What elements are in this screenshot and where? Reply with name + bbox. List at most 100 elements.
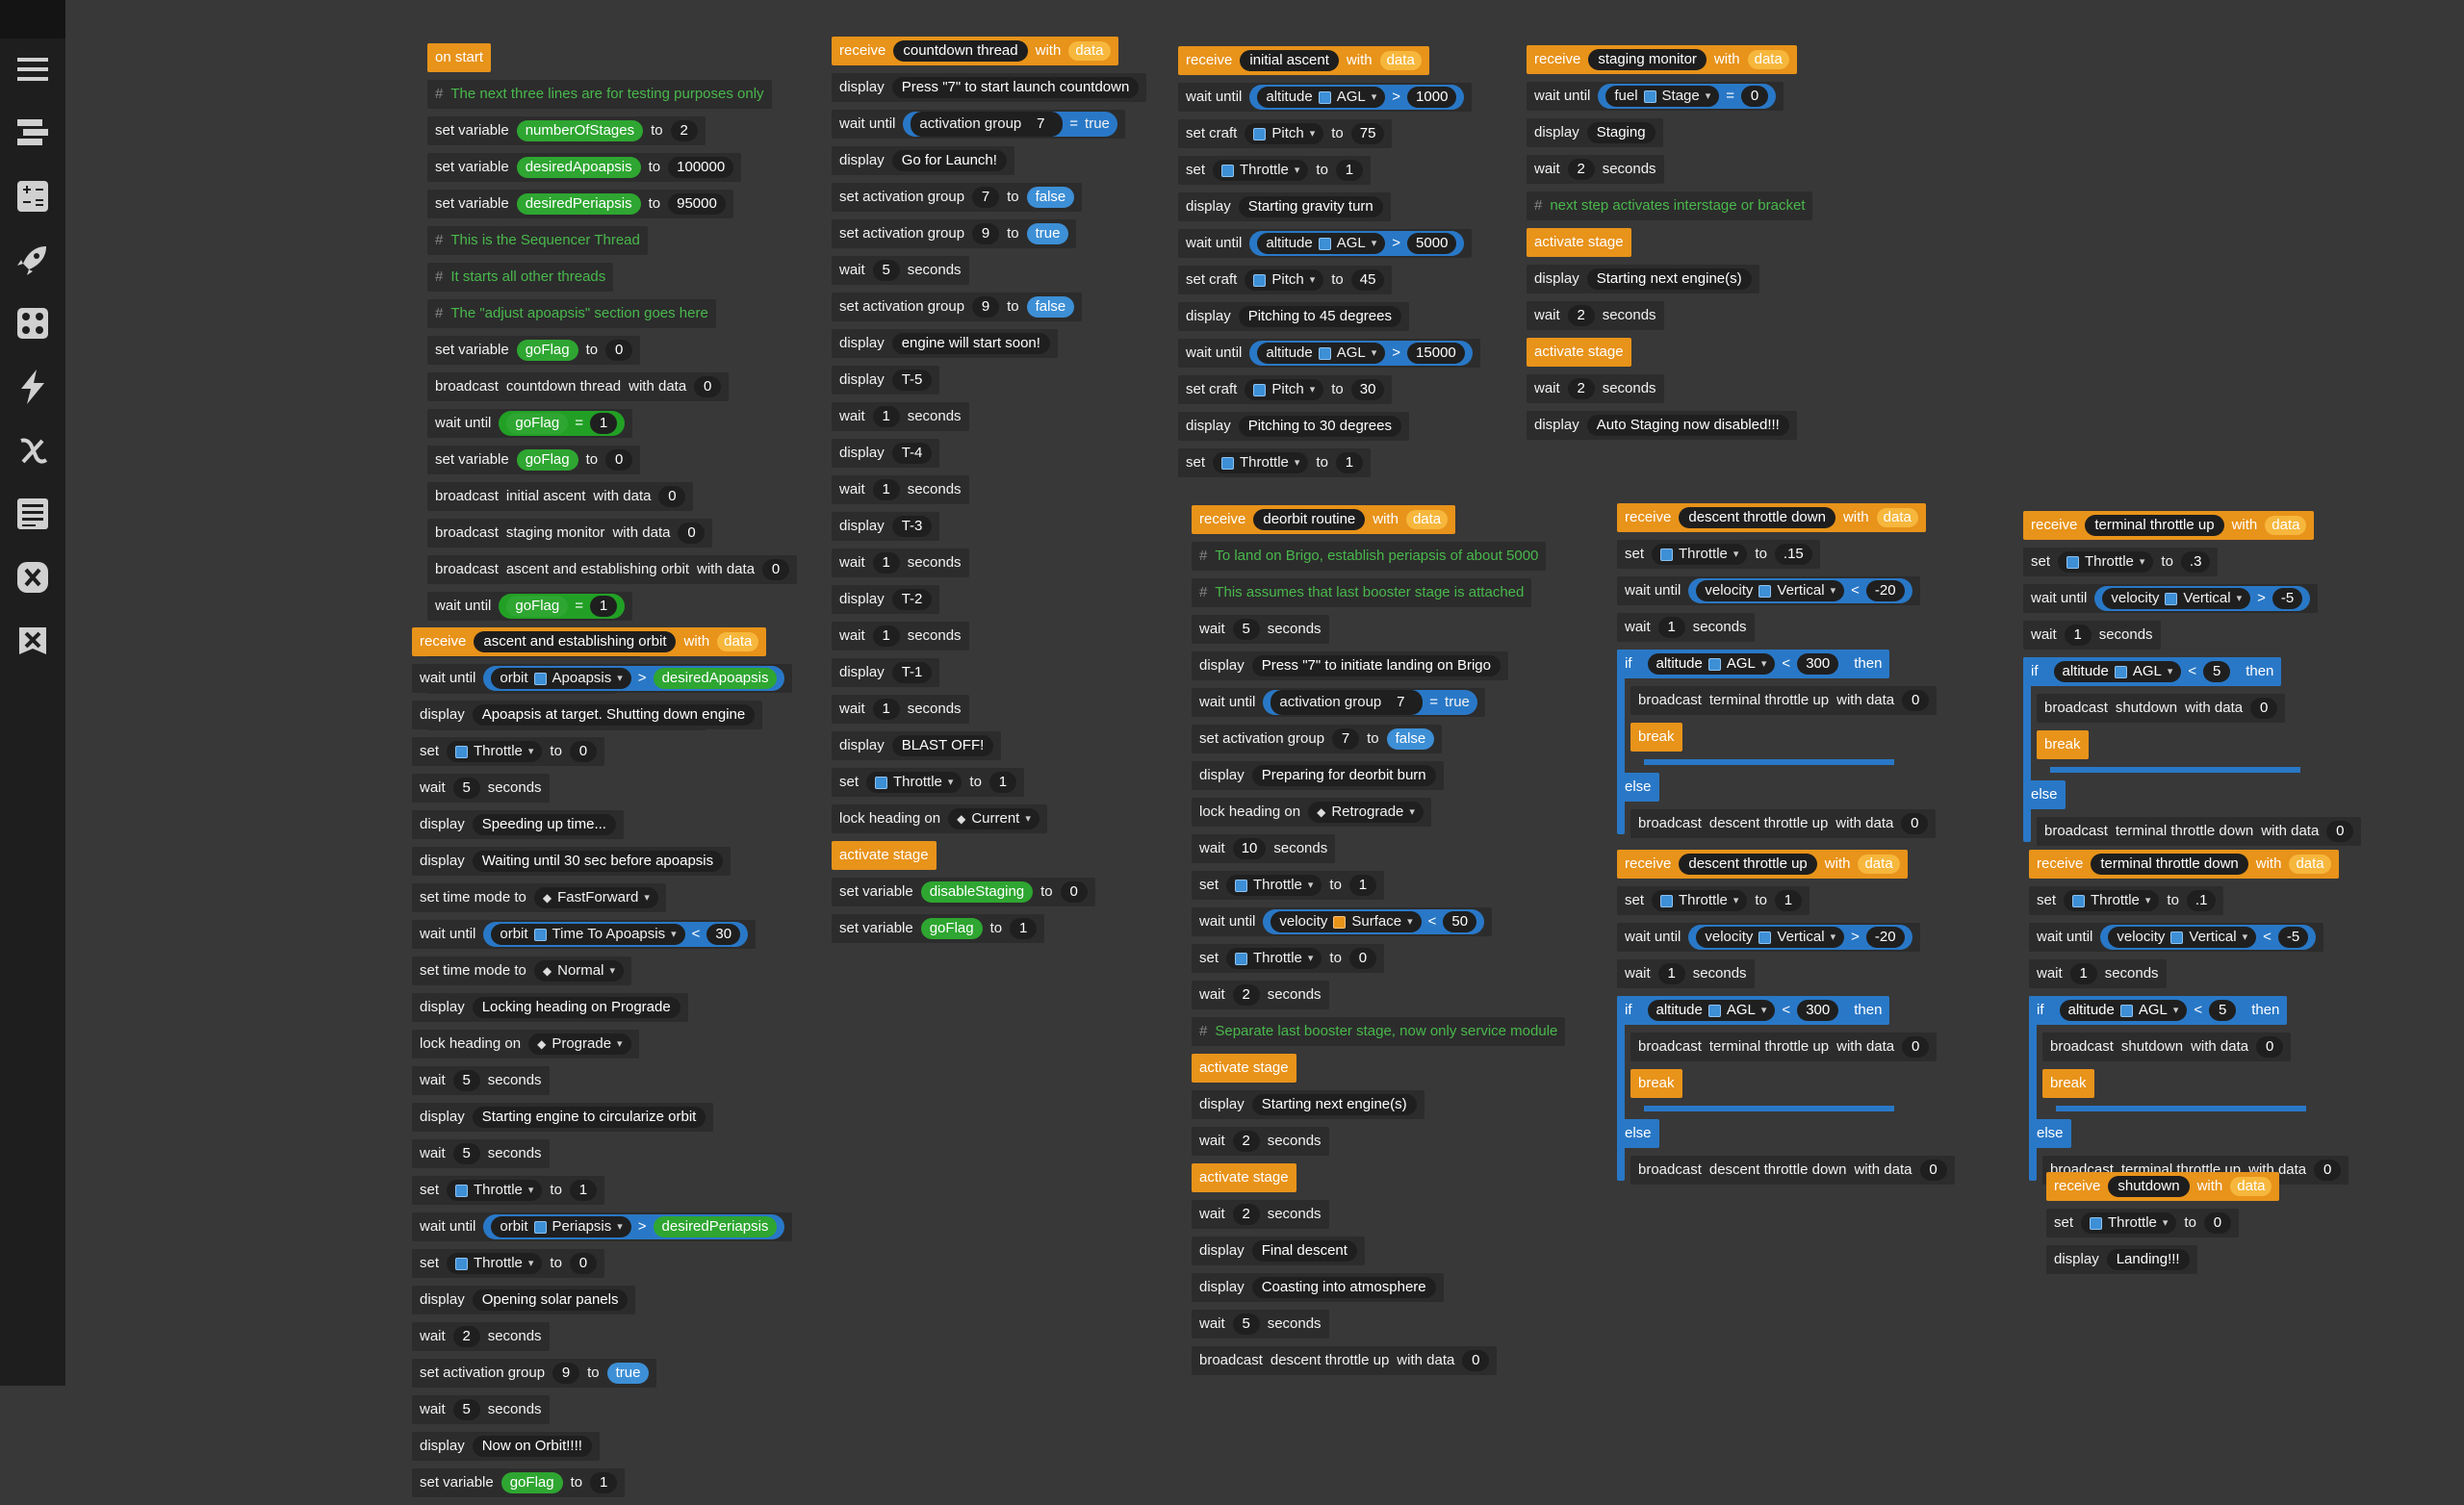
broadcast-block[interactable]: broadcast staging monitor with data 0: [427, 519, 713, 548]
value-input[interactable]: 0: [605, 340, 633, 361]
display-text-input[interactable]: Now on Orbit!!!!: [472, 1436, 592, 1457]
condition-expression[interactable]: altitude AGL ▾ <5: [2045, 659, 2239, 684]
display-text-input[interactable]: Coasting into atmosphere: [1251, 1277, 1436, 1298]
condition-expression[interactable]: orbit Apoapsis ▾ > desiredApoapsis: [483, 666, 785, 691]
broadcast-block[interactable]: broadcast terminal throttle up with data 0: [1630, 686, 1938, 715]
broadcast-block[interactable]: broadcast ascent and establishing orbit wi…: [427, 555, 798, 584]
display-text-input[interactable]: Opening solar panels: [472, 1289, 629, 1311]
value-input[interactable]: 0: [2314, 1160, 2342, 1181]
wait-block[interactable]: wait 2 seconds: [412, 1322, 550, 1351]
altitude-sensor[interactable]: altitude AGL ▾: [1647, 1000, 1776, 1021]
display-block[interactable]: display Starting next engine(s): [1192, 1090, 1424, 1119]
wait-until-block[interactable]: wait until goFlag = 1: [427, 592, 632, 621]
display-block[interactable]: display Starting gravity turn: [1178, 192, 1391, 221]
set-variable-block[interactable]: set variable desiredPeriapsis to 95000: [427, 190, 733, 218]
activate-stage-block[interactable]: activate stage: [1192, 1054, 1296, 1083]
value-input[interactable]: 9: [972, 223, 1000, 244]
set-throttle-block[interactable]: set Throttle ▾ to .1: [2029, 886, 2224, 915]
set-throttle-block[interactable]: set Throttle ▾ to 0: [412, 737, 604, 766]
sensor-dropdown[interactable]: Throttle ▾: [447, 1180, 543, 1201]
wait-block[interactable]: wait 5 seconds: [412, 1139, 550, 1168]
on-start-hat-block[interactable]: on start: [427, 43, 492, 72]
wait-block[interactable]: wait 5 seconds: [412, 1066, 550, 1095]
display-block[interactable]: display Final descent: [1192, 1237, 1365, 1265]
message-name[interactable]: staging monitor: [505, 524, 605, 541]
value-input[interactable]: 0: [1902, 690, 1930, 711]
value-input[interactable]: 2: [670, 120, 698, 141]
event-name-pill[interactable]: shutdown: [2108, 1176, 2190, 1197]
sensor-dropdown[interactable]: Throttle ▾: [1226, 948, 1322, 969]
display-text-input[interactable]: BLAST OFF!: [891, 735, 994, 756]
sensor-dropdown[interactable]: Throttle ▾: [1213, 452, 1309, 473]
orbit-sensor[interactable]: orbit Periapsis ▾: [491, 1216, 631, 1237]
event-hat-block[interactable]: receive descent throttle up with data: [1617, 850, 1908, 879]
value-input[interactable]: 5: [2209, 1000, 2237, 1021]
value-input[interactable]: 30: [1350, 379, 1385, 400]
display-block[interactable]: display Preparing for deorbit burn: [1192, 761, 1444, 790]
value-input[interactable]: 75: [1350, 123, 1385, 144]
if-header[interactable]: if altitude AGL ▾ <300 then: [1617, 996, 1890, 1025]
wait-until-block[interactable]: wait until velocity Vertical ▾ > -5: [2023, 584, 2319, 613]
wait-block[interactable]: wait 5 seconds: [412, 1395, 550, 1424]
break-block[interactable]: break: [1630, 1069, 1682, 1098]
sensor-dropdown[interactable]: Throttle ▾: [1652, 544, 1748, 565]
sensor-dropdown[interactable]: Throttle ▾: [866, 772, 962, 793]
terminal-throttle-up-thread[interactable]: receive terminal throttle up with data set Th…: [2023, 511, 2362, 854]
wait-block[interactable]: wait 1 seconds: [832, 695, 969, 724]
wait-until-block[interactable]: wait until altitude AGL ▾ >5000: [1178, 229, 1473, 258]
value-input[interactable]: 2: [1567, 305, 1595, 326]
broadcast-block[interactable]: broadcast descent throttle up with data 0: [1630, 809, 1937, 838]
activate-stage-block[interactable]: activate stage: [1527, 228, 1631, 257]
message-name[interactable]: terminal throttle down: [2115, 823, 2254, 839]
value-input[interactable]: 0: [2250, 698, 2278, 719]
broadcast-block[interactable]: broadcast terminal throttle down with data…: [2037, 817, 2362, 846]
sensor-dropdown[interactable]: Pitch ▾: [1245, 123, 1324, 144]
wait-block[interactable]: wait 1 seconds: [2023, 621, 2161, 650]
event-name-pill[interactable]: descent throttle down: [1679, 507, 1835, 528]
wait-until-block[interactable]: wait until orbit Time To Apoapsis ▾ <30: [412, 920, 757, 949]
sensor-dropdown[interactable]: Throttle ▾: [447, 741, 543, 762]
heading-dropdown[interactable]: ◆ Retrograde ▾: [1308, 802, 1424, 823]
display-text-input[interactable]: Starting next engine(s): [1251, 1094, 1417, 1115]
value-input[interactable]: 50: [1443, 911, 1477, 932]
staging-monitor-thread[interactable]: receive staging monitor with data wait until…: [1527, 45, 1813, 447]
set-activation-group-block[interactable]: set activation group 9 to false: [832, 293, 1083, 321]
value-input[interactable]: 5: [452, 1399, 480, 1420]
value-input[interactable]: 0: [694, 376, 722, 397]
time-mode-dropdown[interactable]: ◆ Normal ▾: [533, 960, 624, 982]
value-input[interactable]: 1: [590, 1472, 618, 1493]
condition-expression[interactable]: altitude AGL ▾ >1000: [1249, 85, 1465, 110]
value-input[interactable]: 7: [1387, 692, 1415, 713]
comment-block[interactable]: # The next three lines are for testing pu…: [427, 80, 772, 109]
display-block[interactable]: display T-2: [832, 585, 940, 614]
event-hat-block[interactable]: receive countdown thread with data: [832, 37, 1118, 65]
data-pill[interactable]: data: [1405, 510, 1449, 529]
display-block[interactable]: display T-5: [832, 366, 940, 395]
calculator-icon[interactable]: [10, 173, 56, 219]
display-text-input[interactable]: Starting next engine(s): [1586, 268, 1752, 290]
events-icon[interactable]: [10, 364, 56, 410]
condition-expression[interactable]: altitude AGL ▾ >5000: [1249, 231, 1465, 256]
data-pill[interactable]: data: [1747, 50, 1789, 69]
variable-pill[interactable]: goFlag: [516, 449, 578, 471]
display-text-input[interactable]: Final descent: [1251, 1240, 1357, 1262]
lock-heading-block[interactable]: lock heading on ◆ Current ▾: [832, 804, 1047, 833]
message-name[interactable]: terminal throttle up: [1708, 692, 1830, 708]
set-throttle-block[interactable]: set Throttle ▾ to 0: [412, 1249, 604, 1278]
fuel-sensor[interactable]: fuel Stage ▾: [1605, 86, 1720, 107]
wait-block[interactable]: wait 5 seconds: [832, 256, 969, 285]
comment-block[interactable]: # next step activates interstage or brack…: [1527, 191, 1813, 220]
condition-expression[interactable]: fuel Stage ▾ = 0: [1598, 84, 1777, 109]
comment-block[interactable]: # To land on Brigo, establish periapsis o…: [1192, 542, 1547, 571]
set-variable-block[interactable]: set variable desiredApoapsis to 100000: [427, 153, 742, 182]
set-throttle-block[interactable]: set Throttle ▾ to 1: [1178, 448, 1371, 477]
velocity-sensor[interactable]: velocity Vertical ▾: [1696, 580, 1845, 601]
value-input[interactable]: 0: [762, 559, 790, 580]
set-pitch-block[interactable]: set craft Pitch ▾ to 45: [1178, 266, 1393, 294]
activate-stage-block[interactable]: activate stage: [1192, 1163, 1296, 1192]
event-hat-block[interactable]: receive ascent and establishing orbit with…: [412, 627, 767, 656]
set-throttle-block[interactable]: set Throttle ▾ to .3: [2023, 548, 2219, 576]
value-input[interactable]: 0: [569, 741, 597, 762]
display-block[interactable]: display T-1: [832, 658, 940, 687]
message-name[interactable]: shutdown: [2115, 700, 2178, 716]
